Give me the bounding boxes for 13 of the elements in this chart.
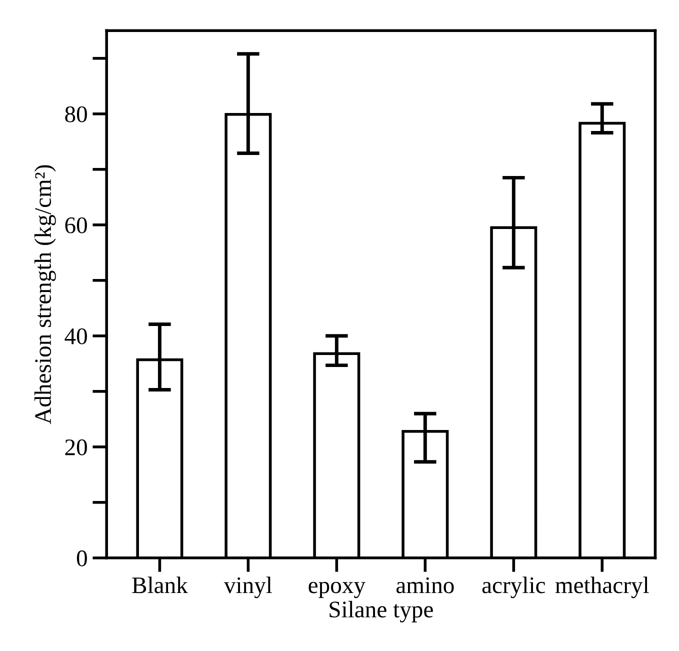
- y-axis-title: Adhesion strength (kg/cm²): [34, 165, 56, 424]
- y-tick-label: 60: [65, 217, 87, 234]
- x-tick-label: Blank: [132, 576, 188, 594]
- x-tick-label: epoxy: [308, 582, 366, 598]
- x-tick-label: amino: [396, 577, 454, 594]
- y-tick-label: 80: [65, 106, 87, 122]
- x-tick-label: vinyl: [224, 576, 272, 598]
- x-tick-label: acrylic: [482, 576, 546, 598]
- y-tick-label: 40: [64, 328, 87, 344]
- x-tick-label: methacryl: [555, 576, 649, 598]
- y-tick-label: 20: [65, 439, 87, 456]
- y-tick-label: 0: [76, 550, 87, 566]
- x-axis-title: Silane type: [330, 600, 433, 622]
